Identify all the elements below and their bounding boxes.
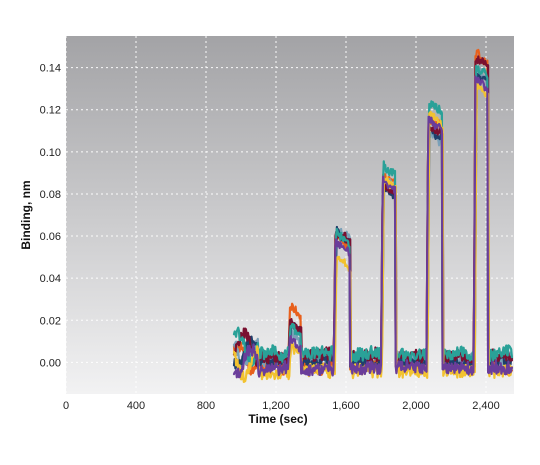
x-tick-label: 2,400 bbox=[472, 400, 500, 412]
series-line bbox=[232, 75, 513, 379]
x-tick-label: 2,000 bbox=[402, 400, 430, 412]
y-tick-label: 0.14 bbox=[40, 63, 61, 75]
y-tick-label: 0.02 bbox=[40, 315, 61, 327]
y-tick-label: 0.08 bbox=[40, 189, 61, 201]
y-tick-label: 0.12 bbox=[40, 105, 61, 117]
y-axis-title: Binding, nm bbox=[19, 180, 33, 249]
x-tick-label: 1,200 bbox=[262, 400, 290, 412]
x-tick-label: 400 bbox=[127, 400, 145, 412]
y-tick-labels: 0.00 0.02 0.04 0.06 0.08 0.10 0.12 0.14 bbox=[40, 63, 61, 370]
y-tick-label: 0.04 bbox=[40, 273, 61, 285]
x-axis-title: Time (sec) bbox=[248, 412, 307, 426]
x-tick-label: 1,600 bbox=[332, 400, 360, 412]
x-tick-label: 800 bbox=[197, 400, 215, 412]
y-tick-label: 0.00 bbox=[40, 357, 61, 369]
x-tick-labels: 0 400 800 1,200 1,600 2,000 2,400 bbox=[63, 400, 500, 412]
y-tick-label: 0.06 bbox=[40, 231, 61, 243]
series-line bbox=[232, 64, 513, 368]
y-tick-label: 0.10 bbox=[40, 147, 61, 159]
series-traces bbox=[232, 48, 513, 383]
x-tick-label: 0 bbox=[63, 400, 69, 412]
